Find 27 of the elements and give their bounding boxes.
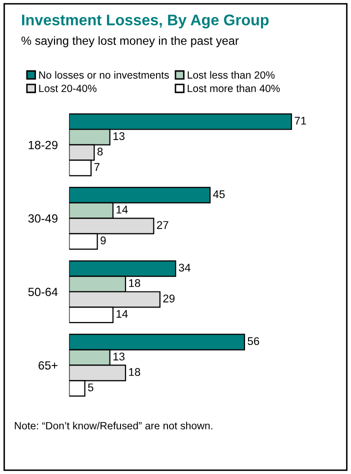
data-label: 13 bbox=[113, 352, 124, 360]
legend-label: Lost less than 20% bbox=[188, 71, 275, 79]
y-tick-label: 65+ bbox=[38, 361, 58, 370]
data-label: 56 bbox=[248, 337, 260, 346]
y-tick-label: 18-29 bbox=[28, 140, 58, 150]
data-label: 7 bbox=[94, 163, 100, 171]
data-label: 13 bbox=[113, 132, 124, 140]
y-tick-label: 50-64 bbox=[28, 288, 58, 296]
data-label: 5 bbox=[88, 384, 94, 392]
chart-title: Investment Losses, By Age Group bbox=[22, 14, 269, 28]
data-label: 34 bbox=[178, 264, 190, 272]
text: Note: “Don’t know/Refused” are not shown. bbox=[14, 422, 212, 430]
data-label: 18 bbox=[129, 279, 140, 288]
data-label: 29 bbox=[163, 294, 175, 302]
data-label: 27 bbox=[157, 221, 168, 229]
data-label: 14 bbox=[116, 206, 128, 214]
chart-subtitle: % saying they lost money in the past year bbox=[21, 36, 239, 48]
data-label: 18 bbox=[129, 368, 140, 376]
y-tick-label: 30-49 bbox=[28, 214, 58, 223]
legend-label: No losses or no investments bbox=[39, 71, 169, 79]
data-label: 9 bbox=[100, 236, 106, 244]
legend-label: Lost more than 40% bbox=[188, 84, 280, 92]
data-label: 45 bbox=[213, 190, 225, 198]
data-label: 71 bbox=[294, 116, 306, 125]
legend-label: Lost 20-40% bbox=[39, 84, 96, 92]
data-label: 14 bbox=[116, 310, 128, 318]
data-label: 8 bbox=[97, 148, 103, 156]
